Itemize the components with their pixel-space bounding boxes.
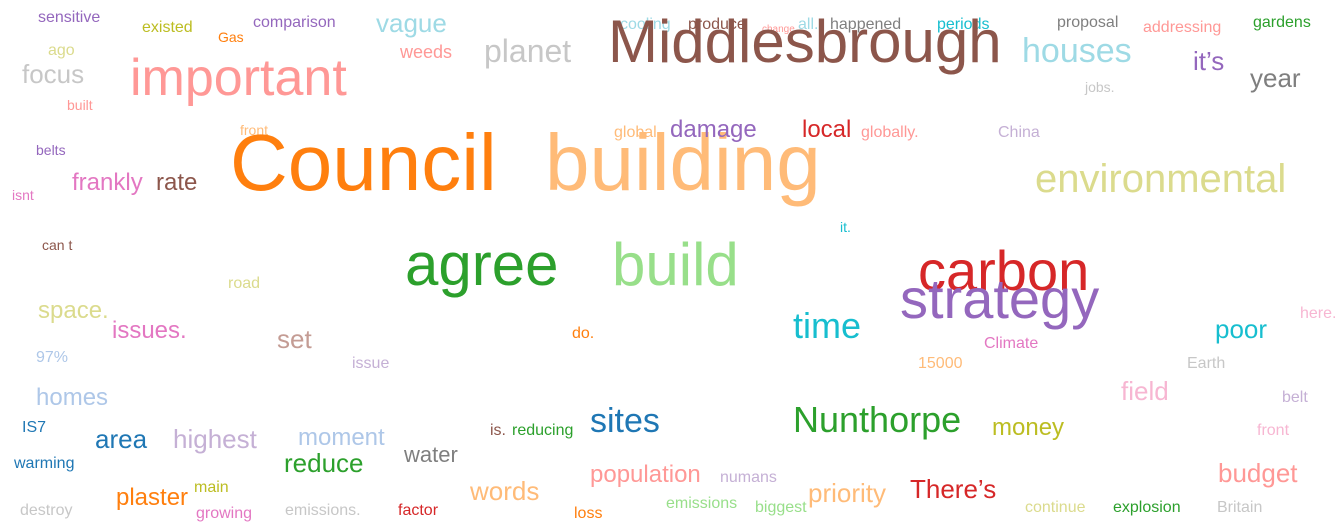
- word: warming: [13, 455, 74, 472]
- word: year: [1250, 63, 1301, 93]
- word: destroy: [20, 502, 72, 519]
- word: is.: [490, 422, 506, 439]
- word: focus: [22, 59, 84, 89]
- word: belts: [36, 142, 66, 158]
- word: here.: [1300, 305, 1336, 322]
- word: sensitive: [38, 9, 100, 26]
- word: jobs.: [1084, 79, 1115, 95]
- word: global: [614, 124, 657, 141]
- word: proposal: [1057, 14, 1118, 31]
- word: main: [194, 479, 229, 496]
- word: produce: [688, 16, 746, 33]
- word: highest: [173, 424, 258, 454]
- word: money: [992, 414, 1064, 441]
- word: Earth: [1187, 355, 1225, 372]
- word: emissions: [666, 495, 737, 512]
- word: loss: [574, 505, 602, 522]
- word: IS7: [22, 419, 46, 436]
- word: factor: [398, 502, 439, 519]
- word: all.: [798, 16, 818, 33]
- word: poor: [1215, 314, 1267, 344]
- word: field: [1121, 376, 1169, 406]
- word: growing: [196, 505, 252, 522]
- word: isnt: [12, 187, 34, 203]
- word: existed: [142, 19, 193, 36]
- word: build: [612, 231, 739, 298]
- word: rate: [156, 169, 197, 196]
- word: homes: [36, 384, 108, 411]
- word: plaster: [116, 484, 188, 511]
- word: 15000: [918, 355, 963, 372]
- word: 97%: [36, 349, 68, 366]
- word: periods: [937, 16, 989, 33]
- word: front: [1257, 422, 1290, 439]
- word: population: [590, 461, 701, 488]
- word: Climate: [984, 335, 1038, 352]
- word: Middlesbrough: [608, 8, 1002, 75]
- word: time: [793, 305, 861, 346]
- word: planet: [484, 33, 571, 69]
- word: numans: [720, 469, 777, 486]
- word: area: [95, 424, 148, 454]
- word: set: [277, 324, 312, 354]
- word: vague: [376, 8, 447, 38]
- word: built: [67, 97, 93, 113]
- word: frankly: [72, 169, 143, 196]
- word: addressing: [1143, 19, 1221, 36]
- word: local: [802, 116, 851, 143]
- word: China: [998, 124, 1040, 141]
- word: Britain: [1217, 499, 1262, 516]
- word: gardens: [1253, 14, 1311, 31]
- word: explosion: [1113, 499, 1181, 516]
- word: happened: [830, 16, 901, 33]
- word: agree: [405, 231, 558, 298]
- word: important: [130, 49, 347, 107]
- word: ago: [48, 42, 75, 59]
- word: Council: [230, 118, 497, 207]
- word: biggest: [755, 499, 807, 516]
- word: There’s: [910, 474, 996, 504]
- word: Gas: [218, 29, 244, 45]
- word: space.: [38, 297, 109, 324]
- word: it’s: [1193, 46, 1224, 76]
- word: budget: [1218, 458, 1298, 488]
- word: road: [228, 275, 260, 292]
- word: can t: [42, 237, 72, 253]
- word: carbon: [918, 239, 1089, 302]
- word: it.: [840, 219, 851, 235]
- word: issues.: [112, 317, 187, 344]
- word: environmental: [1035, 157, 1286, 201]
- word: issue: [352, 355, 389, 372]
- word: weeds: [399, 42, 452, 62]
- word: globally.: [861, 124, 919, 141]
- word: emissions.: [285, 502, 361, 519]
- word: do.: [572, 325, 594, 342]
- word: change: [762, 24, 795, 35]
- word: moment: [298, 424, 385, 451]
- word: cooling: [620, 16, 671, 33]
- word: strategy: [900, 267, 1099, 330]
- word: belt: [1282, 389, 1308, 406]
- word: reduce: [284, 448, 364, 478]
- word: continue: [1025, 499, 1086, 516]
- word: water: [403, 442, 458, 467]
- word: comparison: [253, 14, 336, 31]
- word: words: [469, 476, 539, 506]
- word: front: [240, 122, 268, 138]
- word: damage: [670, 116, 757, 143]
- word: reducing: [512, 422, 573, 439]
- word: priority: [808, 478, 886, 508]
- word: sites: [590, 402, 660, 440]
- word: building: [545, 118, 821, 207]
- word: Nunthorpe: [793, 399, 961, 440]
- word: houses: [1022, 32, 1132, 70]
